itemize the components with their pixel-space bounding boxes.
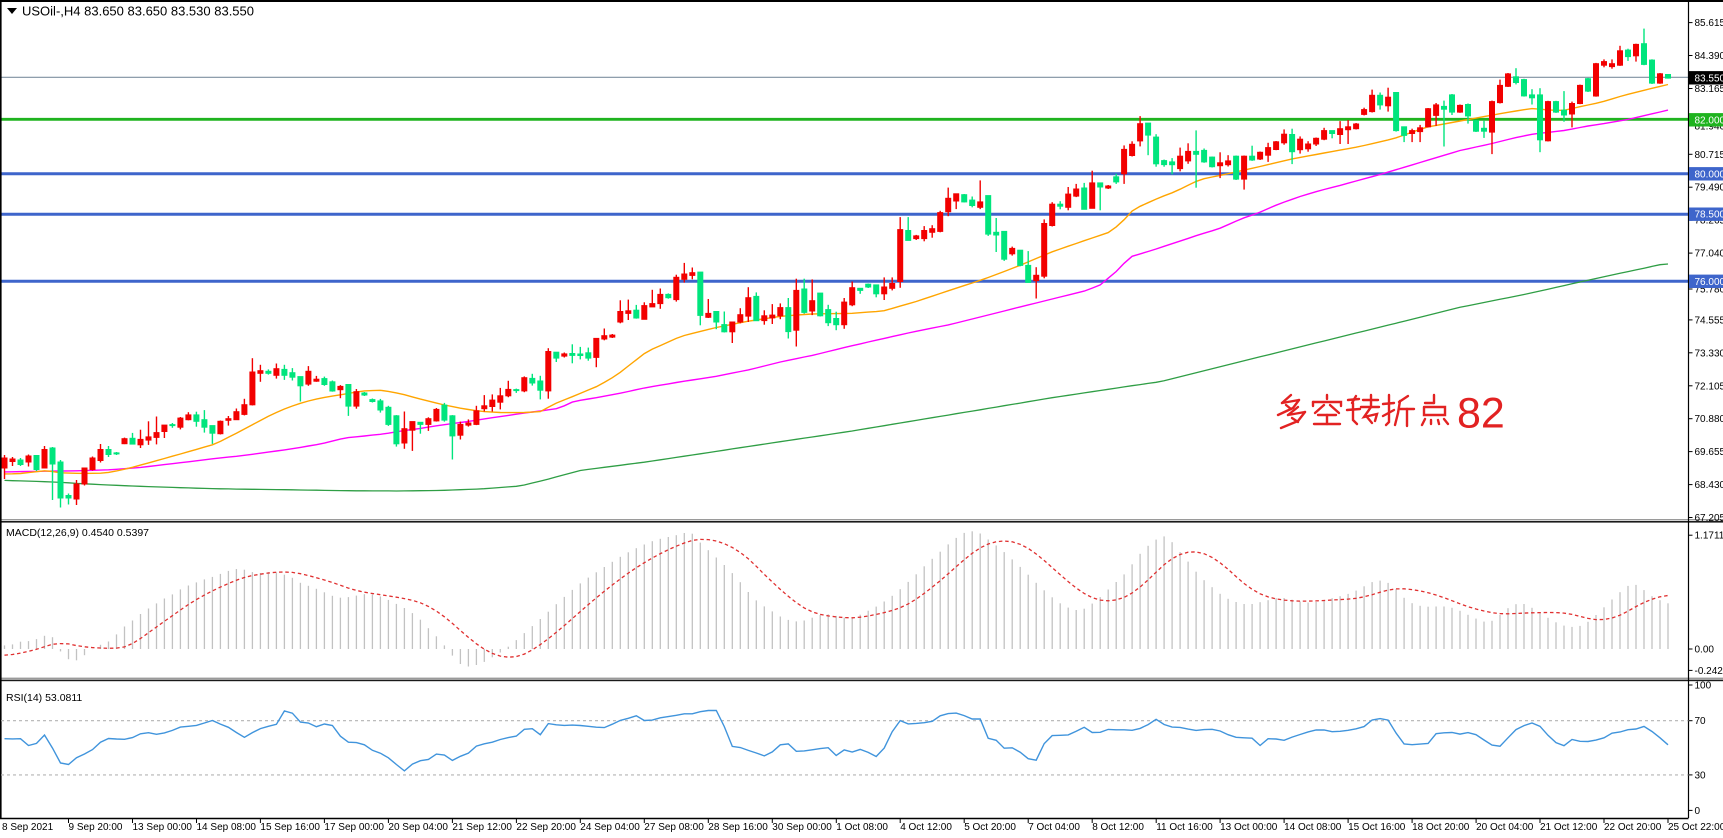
svg-text:79.490: 79.490 <box>1695 183 1723 194</box>
svg-text:82.000: 82.000 <box>1695 115 1723 126</box>
svg-text:85.615: 85.615 <box>1695 18 1723 29</box>
svg-text:70: 70 <box>1695 716 1707 727</box>
svg-text:25 Oct 22:00: 25 Oct 22:00 <box>1668 822 1723 833</box>
svg-text:14 Sep 08:00: 14 Sep 08:00 <box>197 822 257 833</box>
svg-text:68.430: 68.430 <box>1695 480 1723 491</box>
svg-text:69.655: 69.655 <box>1695 447 1723 458</box>
svg-text:11 Oct 16:00: 11 Oct 16:00 <box>1156 822 1213 833</box>
svg-text:1 Oct 08:00: 1 Oct 08:00 <box>836 822 888 833</box>
svg-text:9 Sep 20:00: 9 Sep 20:00 <box>69 822 123 833</box>
svg-text:78.500: 78.500 <box>1695 210 1723 221</box>
svg-text:100: 100 <box>1695 681 1712 692</box>
svg-text:81.940: 81.940 <box>1695 121 1723 132</box>
svg-text:17 Sep 00:00: 17 Sep 00:00 <box>324 822 384 833</box>
svg-text:83.165: 83.165 <box>1695 84 1723 95</box>
svg-text:73.330: 73.330 <box>1695 348 1723 359</box>
svg-text:70.880: 70.880 <box>1695 414 1723 425</box>
svg-text:24 Sep 04:00: 24 Sep 04:00 <box>580 822 640 833</box>
svg-text:80.000: 80.000 <box>1695 169 1723 180</box>
svg-text:MACD(12,26,9) 0.4540 0.5397: MACD(12,26,9) 0.4540 0.5397 <box>6 527 149 539</box>
svg-text:27 Sep 08:00: 27 Sep 08:00 <box>644 822 704 833</box>
svg-text:20 Oct 04:00: 20 Oct 04:00 <box>1476 822 1534 833</box>
svg-text:21 Oct 12:00: 21 Oct 12:00 <box>1540 822 1598 833</box>
svg-text:82: 82 <box>1457 390 1505 438</box>
svg-text:21 Sep 12:00: 21 Sep 12:00 <box>452 822 512 833</box>
svg-text:22 Sep 20:00: 22 Sep 20:00 <box>516 822 576 833</box>
svg-text:0.00: 0.00 <box>1695 645 1715 656</box>
svg-text:8 Sep 2021: 8 Sep 2021 <box>2 822 54 833</box>
svg-text:74.555: 74.555 <box>1695 315 1723 326</box>
svg-text:7 Oct 04:00: 7 Oct 04:00 <box>1028 822 1080 833</box>
svg-text:80.715: 80.715 <box>1695 150 1723 161</box>
svg-text:67.205: 67.205 <box>1695 513 1723 524</box>
svg-text:0: 0 <box>1695 806 1701 817</box>
svg-text:15 Sep 16:00: 15 Sep 16:00 <box>260 822 320 833</box>
svg-text:13 Oct 00:00: 13 Oct 00:00 <box>1220 822 1278 833</box>
svg-text:4 Oct 12:00: 4 Oct 12:00 <box>900 822 952 833</box>
svg-text:77.040: 77.040 <box>1695 249 1723 260</box>
svg-text:USOil-,H4 83.650 83.650 83.53: USOil-,H4 83.650 83.650 83.530 83.550 <box>22 4 254 19</box>
svg-text:-0.2424: -0.2424 <box>1695 666 1723 677</box>
svg-text:84.390: 84.390 <box>1695 51 1723 62</box>
svg-text:8 Oct 12:00: 8 Oct 12:00 <box>1092 822 1144 833</box>
svg-text:13 Sep 00:00: 13 Sep 00:00 <box>133 822 193 833</box>
svg-text:15 Oct 16:00: 15 Oct 16:00 <box>1348 822 1406 833</box>
svg-text:5 Oct 20:00: 5 Oct 20:00 <box>964 822 1016 833</box>
svg-text:72.105: 72.105 <box>1695 381 1723 392</box>
svg-text:RSI(14) 53.0811: RSI(14) 53.0811 <box>6 692 82 704</box>
svg-text:30 Sep 00:00: 30 Sep 00:00 <box>772 822 832 833</box>
svg-text:30: 30 <box>1695 770 1707 781</box>
svg-text:76.000: 76.000 <box>1695 277 1723 288</box>
svg-text:78.265: 78.265 <box>1695 216 1723 227</box>
svg-text:83.550: 83.550 <box>1695 73 1723 84</box>
svg-text:20 Sep 04:00: 20 Sep 04:00 <box>388 822 448 833</box>
svg-text:1.1711: 1.1711 <box>1695 531 1723 542</box>
svg-text:14 Oct 08:00: 14 Oct 08:00 <box>1284 822 1342 833</box>
svg-text:28 Sep 16:00: 28 Sep 16:00 <box>708 822 768 833</box>
svg-text:18 Oct 20:00: 18 Oct 20:00 <box>1412 822 1470 833</box>
svg-text:75.780: 75.780 <box>1695 285 1723 296</box>
svg-text:22 Oct 20:00: 22 Oct 20:00 <box>1604 822 1662 833</box>
